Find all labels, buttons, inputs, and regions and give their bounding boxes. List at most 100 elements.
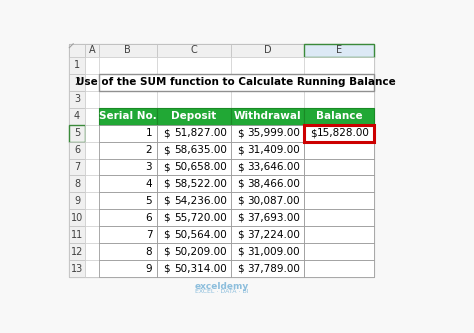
Bar — [85, 175, 99, 192]
Bar — [304, 91, 374, 108]
Bar — [304, 142, 374, 159]
Bar — [304, 142, 374, 159]
Text: $: $ — [163, 196, 170, 206]
Bar — [230, 74, 304, 91]
Text: 11: 11 — [71, 230, 83, 240]
Bar — [304, 125, 374, 142]
Bar — [230, 260, 304, 277]
Bar — [304, 260, 374, 277]
Text: $: $ — [163, 264, 170, 274]
Text: $: $ — [237, 264, 243, 274]
Text: 1: 1 — [74, 60, 80, 70]
Text: 13: 13 — [71, 264, 83, 274]
Text: 6: 6 — [74, 145, 80, 155]
Bar — [85, 44, 99, 57]
Bar — [99, 108, 157, 125]
Bar — [85, 243, 99, 260]
Bar — [157, 260, 230, 277]
Text: $: $ — [237, 213, 243, 223]
Bar — [69, 142, 85, 159]
Bar — [230, 91, 304, 108]
Bar — [99, 91, 157, 108]
Bar — [157, 243, 230, 260]
Bar — [157, 159, 230, 175]
Bar — [304, 209, 374, 226]
Bar — [304, 44, 374, 57]
Bar — [99, 209, 157, 226]
Bar — [99, 125, 157, 142]
Text: 15,828.00: 15,828.00 — [317, 128, 370, 138]
Bar — [157, 226, 230, 243]
Text: exceldemy: exceldemy — [194, 282, 249, 291]
Text: 1: 1 — [146, 128, 152, 138]
Text: 35,999.00: 35,999.00 — [247, 128, 300, 138]
Bar — [157, 175, 230, 192]
Bar — [69, 260, 85, 277]
Text: D: D — [264, 45, 271, 55]
Text: 8: 8 — [146, 247, 152, 257]
Bar — [99, 74, 157, 91]
Bar — [157, 209, 230, 226]
Bar — [230, 142, 304, 159]
Bar — [85, 91, 99, 108]
Bar — [99, 226, 157, 243]
Bar — [85, 226, 99, 243]
Bar — [304, 175, 374, 192]
Text: $: $ — [163, 162, 170, 172]
Bar — [304, 226, 374, 243]
Text: $: $ — [163, 179, 170, 189]
Text: Withdrawal: Withdrawal — [234, 111, 301, 121]
Bar — [230, 209, 304, 226]
Bar — [99, 192, 157, 209]
Text: 2: 2 — [74, 77, 80, 87]
Bar — [304, 192, 374, 209]
Text: Balance: Balance — [316, 111, 362, 121]
Bar — [157, 108, 230, 125]
Bar — [230, 125, 304, 142]
Text: 50,658.00: 50,658.00 — [174, 162, 227, 172]
Bar — [69, 44, 85, 277]
Bar — [69, 159, 85, 175]
Text: $: $ — [163, 128, 170, 138]
Bar — [157, 192, 230, 209]
Bar — [304, 108, 374, 125]
Bar — [157, 74, 230, 91]
Bar — [304, 108, 374, 125]
Bar — [69, 57, 85, 74]
Bar — [230, 108, 304, 125]
Bar — [99, 226, 157, 243]
Text: $: $ — [237, 128, 243, 138]
Bar — [69, 192, 85, 209]
Bar — [230, 243, 304, 260]
Text: EXCEL · DATA · BI: EXCEL · DATA · BI — [195, 289, 248, 294]
Bar — [230, 226, 304, 243]
Bar — [69, 125, 85, 142]
Text: 58,522.00: 58,522.00 — [174, 179, 227, 189]
Bar — [157, 108, 230, 125]
Bar — [304, 243, 374, 260]
Text: Use of the SUM function to Calculate Running Balance: Use of the SUM function to Calculate Run… — [76, 77, 396, 87]
Text: 51,827.00: 51,827.00 — [174, 128, 227, 138]
Text: 38,466.00: 38,466.00 — [247, 179, 300, 189]
Text: 3: 3 — [146, 162, 152, 172]
Bar — [85, 142, 99, 159]
Bar — [69, 74, 85, 91]
Bar — [304, 159, 374, 175]
Bar — [230, 192, 304, 209]
Bar — [85, 209, 99, 226]
Text: Deposit: Deposit — [171, 111, 216, 121]
Text: $: $ — [163, 247, 170, 257]
Bar — [99, 57, 157, 74]
Text: 50,314.00: 50,314.00 — [174, 264, 227, 274]
Bar — [85, 192, 99, 209]
Bar — [99, 209, 157, 226]
Text: 33,646.00: 33,646.00 — [247, 162, 300, 172]
Bar — [85, 57, 99, 74]
Text: 31,409.00: 31,409.00 — [247, 145, 300, 155]
Bar — [157, 243, 230, 260]
Bar — [230, 142, 304, 159]
Bar — [304, 159, 374, 175]
Bar — [157, 142, 230, 159]
Bar — [69, 226, 85, 243]
Bar — [99, 175, 157, 192]
